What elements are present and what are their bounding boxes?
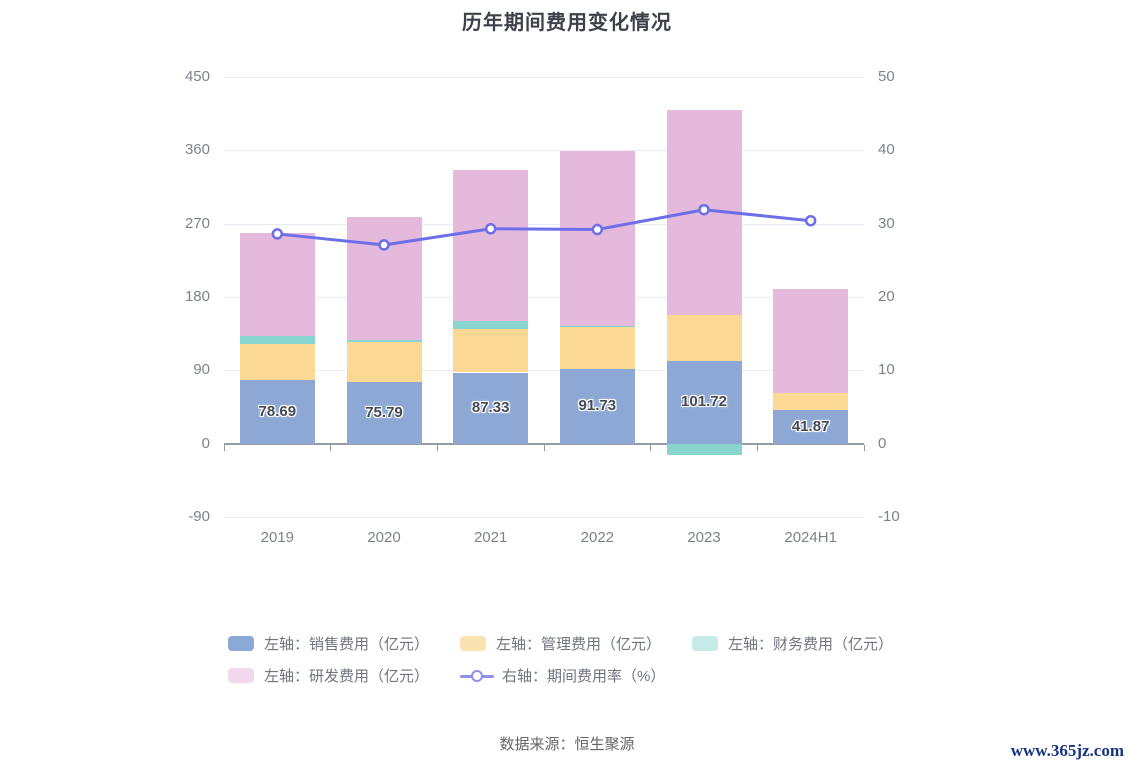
bar-segment-sales xyxy=(559,368,635,444)
legend-row: 左轴：研发费用（亿元） 右轴：期间费用率（%） xyxy=(228,665,948,686)
legend: 左轴：销售费用（亿元） 左轴：管理费用（亿元） 左轴：财务费用（亿元） 左轴：研发费用… xyxy=(228,633,948,697)
legend-swatch xyxy=(228,636,254,651)
legend-item-sales[interactable]: 左轴：销售费用（亿元） xyxy=(228,633,460,654)
bar-segment-sales xyxy=(239,379,315,444)
data-source-text: 数据来源：恒生聚源 xyxy=(499,736,635,753)
legend-label: 左轴：管理费用（亿元） xyxy=(496,636,662,653)
bar-segment-finance xyxy=(666,443,742,456)
legend-swatch xyxy=(460,636,486,651)
bar-value-label: 101.72 xyxy=(681,393,727,411)
x-axis-label: 2023 xyxy=(687,529,721,546)
gridline xyxy=(224,150,864,152)
gridline xyxy=(224,77,864,78)
bar-value-label: 87.33 xyxy=(471,399,510,417)
x-axis-tick xyxy=(650,444,652,451)
y-axis-label-left: 360 xyxy=(184,141,210,159)
gridline xyxy=(224,370,864,372)
bar-segment-management xyxy=(239,343,315,380)
line-legend-dot xyxy=(471,669,483,682)
gridline xyxy=(224,223,864,225)
bar-segment-sales xyxy=(346,381,422,444)
bar-value-label: 75.79 xyxy=(365,403,403,421)
legend-label: 左轴：销售费用（亿元） xyxy=(264,636,430,653)
x-axis-label: 2020 xyxy=(367,529,401,546)
legend-swatch xyxy=(228,668,254,683)
legend-label: 左轴：财务费用（亿元） xyxy=(728,636,894,653)
legend-label: 左轴：研发费用（亿元） xyxy=(264,668,430,685)
bar-segment-rnd xyxy=(453,169,529,322)
x-axis-line xyxy=(224,442,864,445)
bar-segment-rnd xyxy=(773,288,849,394)
bar-segment-finance xyxy=(239,335,315,344)
y-axis-label-right: 50 xyxy=(878,68,895,85)
legend-item-rate[interactable]: 右轴：期间费用率（%） xyxy=(460,665,692,686)
y-axis-label-left: -90 xyxy=(188,508,210,525)
bar-segment-sales xyxy=(666,360,742,444)
y-axis-label-right: 40 xyxy=(878,141,895,159)
y-axis-label-right: 20 xyxy=(878,288,895,305)
y-axis-label-right: -10 xyxy=(878,508,900,525)
bar-segment-management xyxy=(559,327,635,369)
x-axis-tick xyxy=(543,444,545,451)
bar-segment-rnd xyxy=(239,232,315,336)
legend-item-rnd[interactable]: 左轴：研发费用（亿元） xyxy=(228,665,460,686)
y-axis-label-left: 180 xyxy=(184,288,210,305)
legend-swatch xyxy=(692,636,718,651)
bar-value-label: 78.69 xyxy=(258,402,297,420)
bar-segment-management xyxy=(346,341,422,382)
y-axis-label-right: 10 xyxy=(878,361,895,379)
watermark-link[interactable]: www.365jz.com xyxy=(1010,741,1124,760)
y-axis-label-left: 90 xyxy=(193,361,210,379)
bar-value-label: 91.73 xyxy=(578,397,617,415)
x-axis-label: 2021 xyxy=(473,529,508,546)
bar-segment-management xyxy=(773,393,849,410)
y-axis-label-right: 30 xyxy=(878,214,895,232)
bar-segment-rnd xyxy=(666,109,742,316)
chart-title: 历年期间费用变化情况 xyxy=(462,12,672,34)
bar-segment-rnd xyxy=(346,217,422,340)
bar-value-label: 41.87 xyxy=(791,417,830,435)
x-axis-tick xyxy=(223,444,225,451)
bar-segment-finance xyxy=(346,339,422,342)
x-axis-label: 2024H1 xyxy=(784,529,837,546)
legend-label: 右轴：期间费用率（%） xyxy=(502,668,666,685)
bar-segment-rnd xyxy=(559,150,635,326)
y-axis-label-left: 270 xyxy=(184,214,210,232)
plot-area: 450 360 270 180 90 0 -90 50 40 30 20 10 0 -10 2019 2020… xyxy=(185,68,900,546)
bar-segment-management xyxy=(666,315,742,361)
bar-segment-finance xyxy=(559,325,635,328)
y-axis-label-left: 0 xyxy=(201,434,210,452)
bar-segment-sales xyxy=(453,372,529,444)
x-axis-label: 2019 xyxy=(260,529,295,546)
bar-segment-sales xyxy=(773,409,849,444)
y-axis-label-left: 450 xyxy=(184,68,210,85)
legend-item-finance[interactable]: 左轴：财务费用（亿元） xyxy=(692,633,924,654)
bar-segment-finance xyxy=(453,321,529,330)
y-axis-label-right: 0 xyxy=(878,434,887,452)
x-axis-tick xyxy=(863,444,865,451)
gridline xyxy=(224,517,864,518)
legend-item-management[interactable]: 左轴：管理费用（亿元） xyxy=(460,633,692,654)
x-axis-tick xyxy=(436,444,438,451)
bar-segment-management xyxy=(453,329,529,373)
x-axis-label: 2022 xyxy=(580,529,615,546)
legend-row: 左轴：销售费用（亿元） 左轴：管理费用（亿元） 左轴：财务费用（亿元） xyxy=(228,633,948,654)
gridline xyxy=(224,297,864,298)
line-legend-icon xyxy=(460,668,494,684)
x-axis-tick xyxy=(756,444,758,451)
x-axis-tick xyxy=(330,444,332,451)
